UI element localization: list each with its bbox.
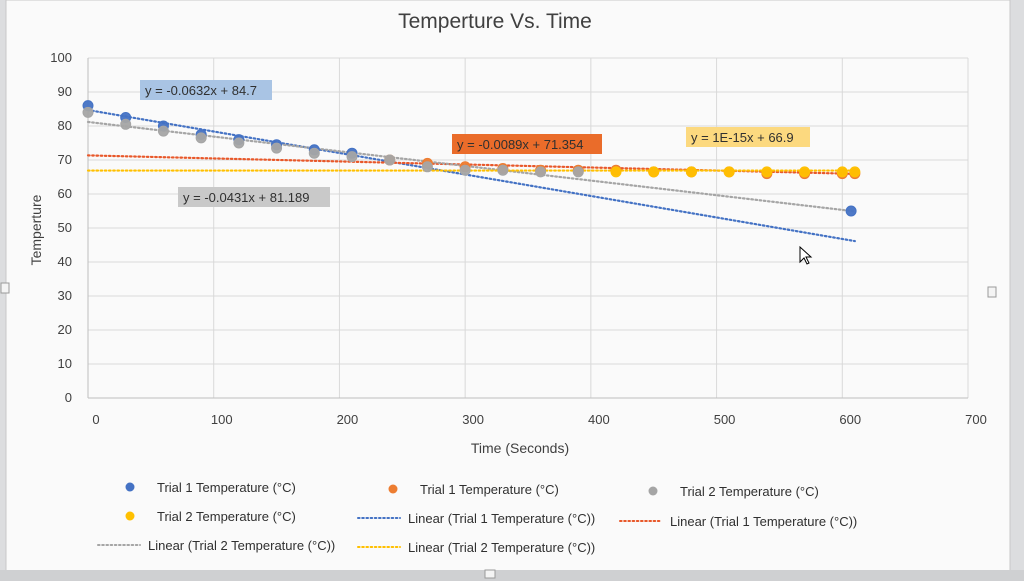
legend-marker-3: [125, 511, 135, 521]
equation-label-1: y = -0.0089x + 71.354: [457, 137, 583, 152]
data-point-series-2-0[interactable]: [82, 106, 94, 118]
legend-entry-3: Trial 2 Temperature (°C): [157, 509, 296, 524]
data-point-series-2-9[interactable]: [421, 161, 433, 173]
legend-entry-6: Linear (Trial 2 Temperature (°C)): [148, 538, 335, 553]
resize-handle-bottom[interactable]: [484, 569, 496, 579]
data-point-series-2-3[interactable]: [195, 132, 207, 144]
x-tick-label: 300: [462, 412, 484, 427]
chart-title: Temperture Vs. Time: [398, 10, 592, 33]
y-tick-label: 30: [58, 288, 72, 303]
x-axis-ticks: 0 100 200 300 400 500 600 700: [92, 412, 986, 427]
data-point-series-2-2[interactable]: [157, 125, 169, 137]
x-tick-label: 700: [965, 412, 987, 427]
equation-label-3: y = -0.0431x + 81.189: [183, 190, 309, 205]
legend-marker-1: [388, 484, 398, 494]
y-tick-label: 10: [58, 356, 72, 371]
data-point-series-3-1[interactable]: [648, 166, 660, 178]
data-point-series-2-10[interactable]: [459, 164, 471, 176]
mouse-cursor-icon: [799, 245, 813, 265]
y-tick-label: 60: [58, 186, 72, 201]
legend-entry-2: Trial 2 Temperature (°C): [680, 484, 819, 499]
data-point-series-2-8[interactable]: [384, 154, 396, 166]
data-point-series-3-3[interactable]: [723, 166, 735, 178]
equation-label-0: y = -0.0632x + 84.7: [145, 83, 257, 98]
legend: Trial 1 Temperature (°C) Trial 1 Temperat…: [97, 480, 857, 555]
data-point-series-3-5[interactable]: [799, 166, 811, 178]
y-axis-ticks: 0 10 20 30 40 50 60 70 80 90 100: [50, 50, 72, 405]
x-tick-label: 500: [714, 412, 736, 427]
x-tick-label: 400: [588, 412, 610, 427]
equation-label-bg-1: [452, 134, 602, 154]
data-point-series-2-11[interactable]: [497, 164, 509, 176]
trendline-series-4: [86, 108, 856, 243]
resize-handle-left[interactable]: [0, 282, 10, 294]
equation-label-bg-0: [140, 80, 272, 100]
trendline-equations: y = -0.0632x + 84.7 y = -0.0089x + 71.354…: [140, 80, 810, 207]
y-tick-label: 90: [58, 84, 72, 99]
equation-label-bg-3: [178, 187, 330, 207]
y-tick-label: 40: [58, 254, 72, 269]
data-point-series-3-4[interactable]: [761, 166, 773, 178]
data-point-series-2-1[interactable]: [120, 118, 132, 130]
data-point-series-3-2[interactable]: [685, 166, 697, 178]
bottom-border: [0, 570, 1024, 581]
legend-entry-7: Linear (Trial 2 Temperature (°C)): [408, 540, 595, 555]
legend-marker-0: [125, 482, 135, 492]
gridlines: [87, 57, 969, 399]
x-tick-label: 0: [92, 412, 99, 427]
legend-marker-2: [648, 486, 658, 496]
data-point-series-2-13[interactable]: [572, 166, 584, 178]
trendline-series-6: [86, 120, 856, 213]
legend-entry-0: Trial 1 Temperature (°C): [157, 480, 296, 495]
data-point-series-0-8[interactable]: [845, 205, 857, 217]
x-tick-label: 600: [839, 412, 861, 427]
data-point-series-2-12[interactable]: [535, 166, 547, 178]
equation-label-2: y = 1E-15x + 66.9: [691, 130, 794, 145]
data-point-series-2-4[interactable]: [233, 137, 245, 149]
y-tick-label: 70: [58, 152, 72, 167]
y-tick-label: 20: [58, 322, 72, 337]
legend-entry-4: Linear (Trial 1 Temperature (°C)): [408, 511, 595, 526]
y-axis-label: Temperture: [28, 194, 44, 265]
y-tick-label: 100: [50, 50, 72, 65]
data-point-series-3-0[interactable]: [610, 166, 622, 178]
legend-entry-1: Trial 1 Temperature (°C): [420, 482, 559, 497]
resize-handle-right[interactable]: [987, 286, 997, 298]
equation-label-bg-2: [686, 127, 810, 147]
data-point-series-2-5[interactable]: [271, 142, 283, 154]
y-tick-label: 0: [65, 390, 72, 405]
data-point-series-2-7[interactable]: [346, 151, 358, 163]
x-axis-label: Time (Seconds): [471, 440, 569, 456]
y-tick-label: 80: [58, 118, 72, 133]
legend-entry-5: Linear (Trial 1 Temperature (°C)): [670, 514, 857, 529]
x-tick-label: 100: [211, 412, 233, 427]
data-point-series-2-6[interactable]: [308, 147, 320, 159]
y-tick-label: 50: [58, 220, 72, 235]
data-points: [82, 100, 861, 217]
data-point-series-3-6[interactable]: [836, 166, 848, 178]
data-point-series-3-7[interactable]: [849, 166, 861, 178]
x-tick-label: 200: [337, 412, 359, 427]
